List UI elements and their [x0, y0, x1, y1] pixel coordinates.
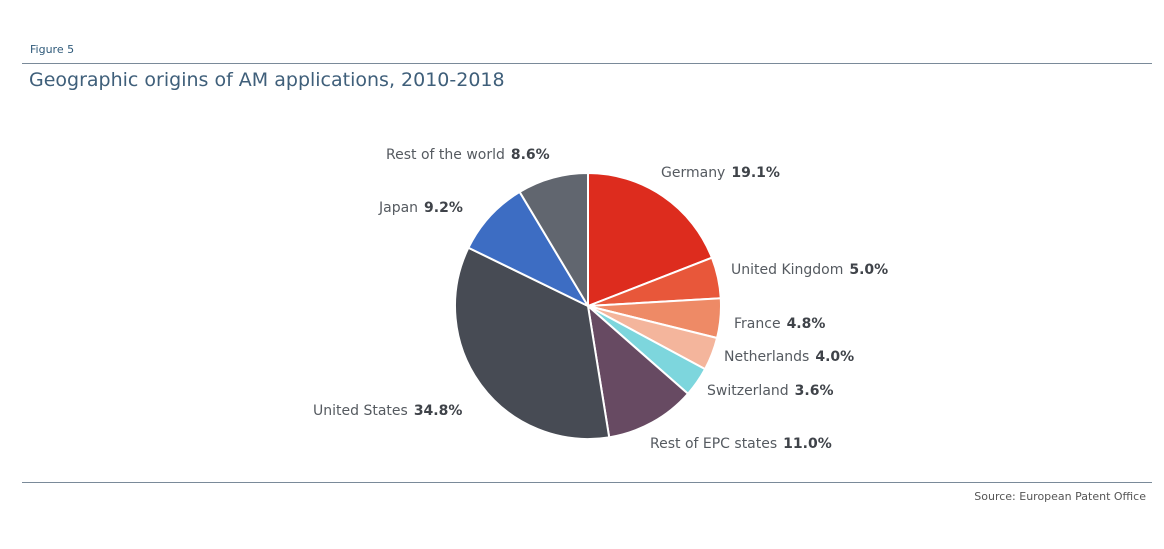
pie-slice-united-states — [454, 246, 611, 440]
pie-slice-rest-of-epc-states — [586, 303, 690, 439]
label-rest-of-world: Rest of the world 8.6% — [386, 147, 550, 163]
figure-label: Figure 5 — [30, 43, 75, 56]
label-united-kingdom: United Kingdom 5.0% — [731, 262, 889, 278]
label-rest-of-epc: Rest of EPC states 11.0% — [650, 436, 832, 452]
label-japan: Japan 9.2% — [379, 200, 463, 216]
chart-title: Geographic origins of AM applications, 2… — [29, 69, 505, 91]
pie-slice-germany — [587, 171, 714, 308]
pie-slice-rest-of-the-world — [518, 171, 589, 310]
source-note: Source: European Patent Office — [974, 490, 1146, 503]
label-united-states: United States 34.8% — [313, 403, 463, 419]
bottom-rule — [22, 482, 1152, 483]
label-switzerland: Switzerland 3.6% — [707, 383, 834, 399]
label-france: France 4.8% — [734, 316, 826, 332]
label-netherlands: Netherlands 4.0% — [724, 349, 855, 365]
label-germany: Germany 19.1% — [661, 165, 780, 181]
top-rule — [22, 63, 1152, 64]
